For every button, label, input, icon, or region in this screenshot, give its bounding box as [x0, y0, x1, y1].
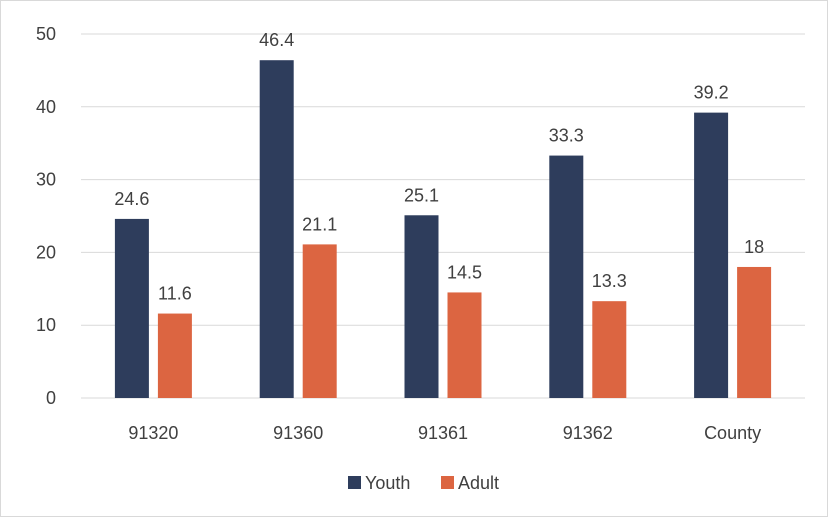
- x-tick-label: 91320: [128, 423, 178, 443]
- legend-label-adult: Adult: [458, 473, 499, 493]
- y-tick-label: 20: [36, 242, 56, 262]
- bar-adult-91362: [592, 301, 627, 398]
- data-label: 21.1: [302, 214, 337, 234]
- bar-youth-91362: [549, 155, 584, 398]
- y-tick-label: 50: [36, 24, 56, 44]
- bar-adult-county: [737, 266, 772, 398]
- data-label: 25.1: [404, 185, 439, 205]
- bars: [114, 60, 772, 399]
- y-axis-tick-labels: 0 10 20 30 40 50: [36, 24, 56, 408]
- data-label: 11.6: [158, 284, 192, 304]
- data-label: 24.6: [114, 189, 149, 209]
- bar-youth-91360: [259, 60, 294, 398]
- legend-swatch-adult: [441, 476, 454, 489]
- legend: Youth Adult: [348, 473, 499, 493]
- y-tick-label: 40: [36, 97, 56, 117]
- bar-adult-91320: [157, 313, 192, 398]
- gridlines: [81, 33, 805, 399]
- bar-youth-91361: [404, 215, 439, 398]
- data-label: 13.3: [592, 271, 627, 291]
- bar-youth-county: [694, 112, 729, 399]
- x-tick-label: 91360: [273, 423, 323, 443]
- x-axis-tick-labels: 91320 91360 91361 91362 County: [128, 423, 761, 443]
- bar-adult-91360: [302, 244, 337, 398]
- data-label: 39.2: [694, 83, 729, 103]
- y-tick-label: 30: [36, 170, 56, 190]
- legend-swatch-youth: [348, 476, 361, 489]
- data-labels: 24.6 11.6 46.4 21.1 25.1 14.5 33.3 13.3 39.2 18: [114, 30, 764, 303]
- data-label: 46.4: [259, 30, 294, 50]
- legend-label-youth: Youth: [365, 473, 410, 493]
- x-tick-label: County: [704, 423, 761, 443]
- bar-youth-91320: [114, 218, 149, 398]
- bar-adult-91361: [447, 292, 482, 398]
- data-label: 33.3: [549, 126, 584, 146]
- y-tick-label: 10: [36, 315, 56, 335]
- data-label: 18: [744, 237, 764, 257]
- x-tick-label: 91362: [563, 423, 613, 443]
- y-tick-label: 0: [46, 388, 56, 408]
- x-tick-label: 91361: [418, 423, 468, 443]
- data-label: 14.5: [447, 262, 482, 282]
